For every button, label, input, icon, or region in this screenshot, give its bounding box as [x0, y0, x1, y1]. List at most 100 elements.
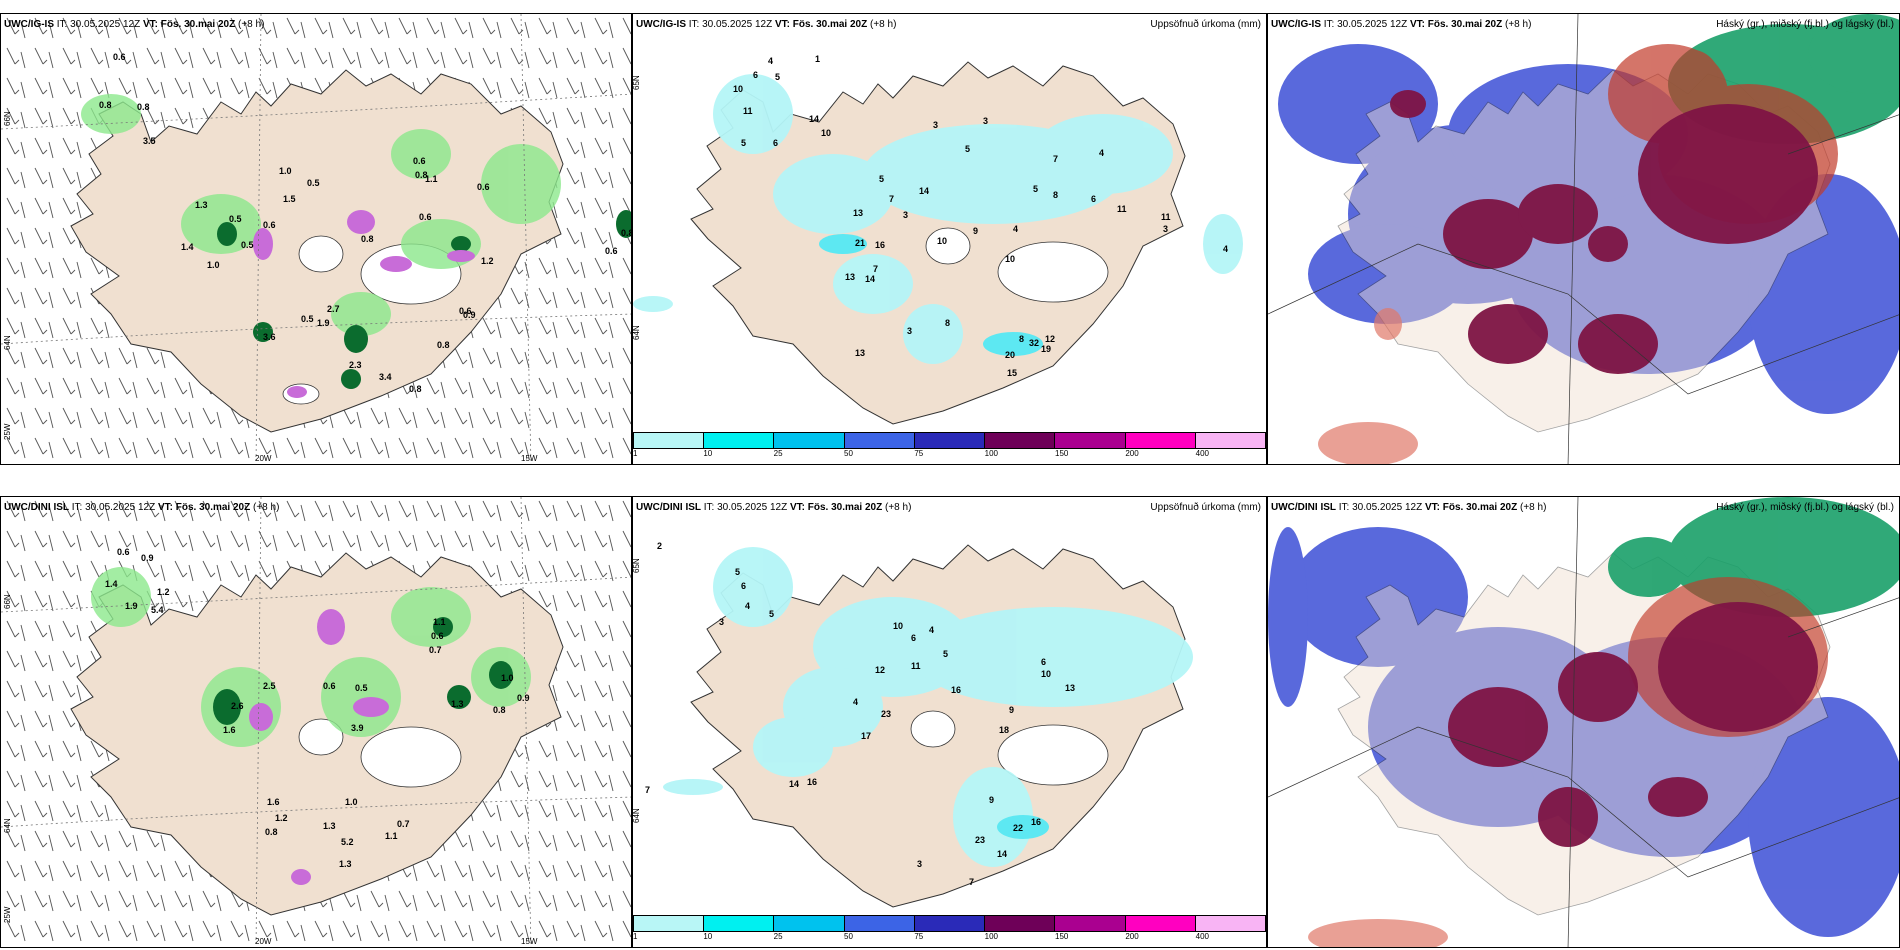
value-label: 5 — [775, 72, 781, 82]
value-label: 3 — [917, 859, 923, 869]
legend-color-3 — [844, 916, 915, 931]
legend-color-7 — [1125, 916, 1196, 931]
value-label: 13 — [845, 272, 856, 282]
value-label: 6 — [911, 633, 917, 643]
value-label: 3 — [933, 120, 939, 130]
value-label: 1.2 — [157, 587, 170, 597]
value-label: 1.3 — [451, 699, 464, 709]
legend-ticks: 1 10 25 50 75 100 150 200 400 — [633, 932, 1266, 941]
precip-legend: 1 10 25 50 75 100 150 200 400 — [633, 915, 1266, 941]
value-label: 0.7 — [429, 645, 442, 655]
value-label: 5 — [769, 609, 775, 619]
panel-title: UWC/IG-IS IT: 30.05.2025 12Z VT: Fös. 30… — [636, 19, 897, 30]
panel-title: UWC/IG-IS IT: 30.05.2025 12Z VT: Fös. 30… — [1271, 19, 1532, 30]
value-label: 10 — [821, 128, 832, 138]
value-label: 32 — [1029, 338, 1040, 348]
value-label: 1.2 — [481, 256, 494, 266]
value-label: 0.5 — [301, 314, 314, 324]
value-label: 8 — [945, 318, 951, 328]
legend-tick-label: 50 — [844, 932, 853, 941]
value-label: 1.1 — [385, 831, 398, 841]
value-label: 11 — [1161, 212, 1171, 222]
legend-color-2 — [774, 433, 845, 448]
panel-title: UWC/DINI ISL IT: 30.05.2025 12Z VT: Fös.… — [636, 502, 912, 513]
value-label: 7 — [1053, 154, 1059, 164]
legend-tick-label: 400 — [1195, 449, 1210, 458]
value-label: 0.8 — [493, 705, 506, 715]
value-label: 1.5 — [283, 194, 296, 204]
lat-label: 64N — [3, 818, 12, 833]
value-label: 0.6 — [477, 182, 490, 192]
panel-title: UWC/DINI ISL IT: 30.05.2025 12Z VT: Fös.… — [1271, 502, 1547, 513]
value-label: 0.7 — [397, 819, 410, 829]
lat-label: 25W — [3, 906, 12, 923]
value-label: 4 — [853, 697, 859, 707]
value-label: 1.1 — [425, 174, 438, 184]
legend-color-7 — [1125, 433, 1196, 448]
value-label: 16 — [807, 777, 818, 787]
value-label: 13 — [855, 348, 866, 358]
value-label: 5 — [879, 174, 885, 184]
lon-label: 15W — [521, 937, 538, 946]
value-label: 1.6 — [267, 797, 280, 807]
legend-color-2 — [774, 916, 845, 931]
value-label: 3.6 — [263, 332, 276, 342]
value-label: 7 — [645, 785, 651, 795]
value-label: 4 — [929, 625, 935, 635]
value-label: 4 — [1013, 224, 1019, 234]
legend-tick-label: 10 — [703, 932, 713, 941]
legend-color-1 — [704, 433, 775, 448]
value-label: 0.8 — [137, 102, 150, 112]
value-label: 10 — [937, 236, 948, 246]
value-label: 1.9 — [317, 318, 330, 328]
value-label: 0.5 — [241, 240, 254, 250]
legend-ticks: 1 10 25 50 75 100 150 200 400 — [633, 449, 1266, 458]
panel-top-right: UWC/IG-IS IT: 30.05.2025 12Z VT: Fös. 30… — [1267, 13, 1900, 465]
value-label: 1.9 — [125, 601, 138, 611]
lat-label: 64N — [3, 335, 12, 350]
legend-tick-label: 1 — [633, 932, 638, 941]
value-label: 6 — [773, 138, 779, 148]
value-label: 12 — [875, 665, 886, 675]
legend-color-4 — [914, 916, 986, 931]
value-label: 9 — [989, 795, 995, 805]
value-label: 1.6 — [223, 725, 236, 735]
value-label: 6 — [753, 70, 759, 80]
panel-subtitle: Háský (gr.), miðský (fj.bl.) og lágský (… — [1716, 502, 1894, 513]
value-label: 4 — [1223, 244, 1229, 254]
panel-title: UWC/DINI ISL IT: 30.05.2025 12Z VT: Fös.… — [4, 502, 280, 513]
value-label: 5 — [965, 144, 971, 154]
lat-label: 65N — [632, 75, 641, 90]
panel-bottom-right: UWC/DINI ISL IT: 30.05.2025 12Z VT: Fös.… — [1267, 496, 1900, 948]
legend-color-0 — [634, 916, 705, 931]
value-label: 0.9 — [517, 693, 530, 703]
legend-tick-label: 75 — [914, 932, 924, 941]
lat-label: 25W — [3, 423, 12, 440]
value-label: 12 — [1045, 334, 1056, 344]
legend-color-8 — [1195, 433, 1265, 448]
value-label: 3 — [907, 326, 913, 336]
value-label: 8 — [1053, 190, 1059, 200]
value-label: 14 — [919, 186, 930, 196]
lon-label: 20W — [255, 937, 272, 946]
value-label: 4 — [1099, 148, 1105, 158]
iceland-map-wind — [1, 497, 631, 947]
value-label: 14 — [997, 849, 1008, 859]
value-label: 0.8 — [265, 827, 278, 837]
value-label: 1.0 — [345, 797, 358, 807]
value-label: 0.6 — [323, 681, 336, 691]
value-label: 6 — [1091, 194, 1097, 204]
value-label: 1.3 — [195, 200, 208, 210]
legend-color-0 — [634, 433, 705, 448]
lon-label: 15W — [521, 454, 538, 463]
value-label: 4 — [768, 56, 774, 66]
value-label: 19 — [1041, 344, 1052, 354]
value-label: 5 — [943, 649, 949, 659]
value-label: 10 — [1041, 669, 1052, 679]
value-label: 0.6 — [413, 156, 426, 166]
value-label: 0.9 — [463, 310, 476, 320]
legend-tick-label: 1 — [633, 449, 638, 458]
value-label: 11 — [911, 661, 921, 671]
value-label: 1.4 — [105, 579, 118, 589]
legend-color-8 — [1195, 916, 1265, 931]
